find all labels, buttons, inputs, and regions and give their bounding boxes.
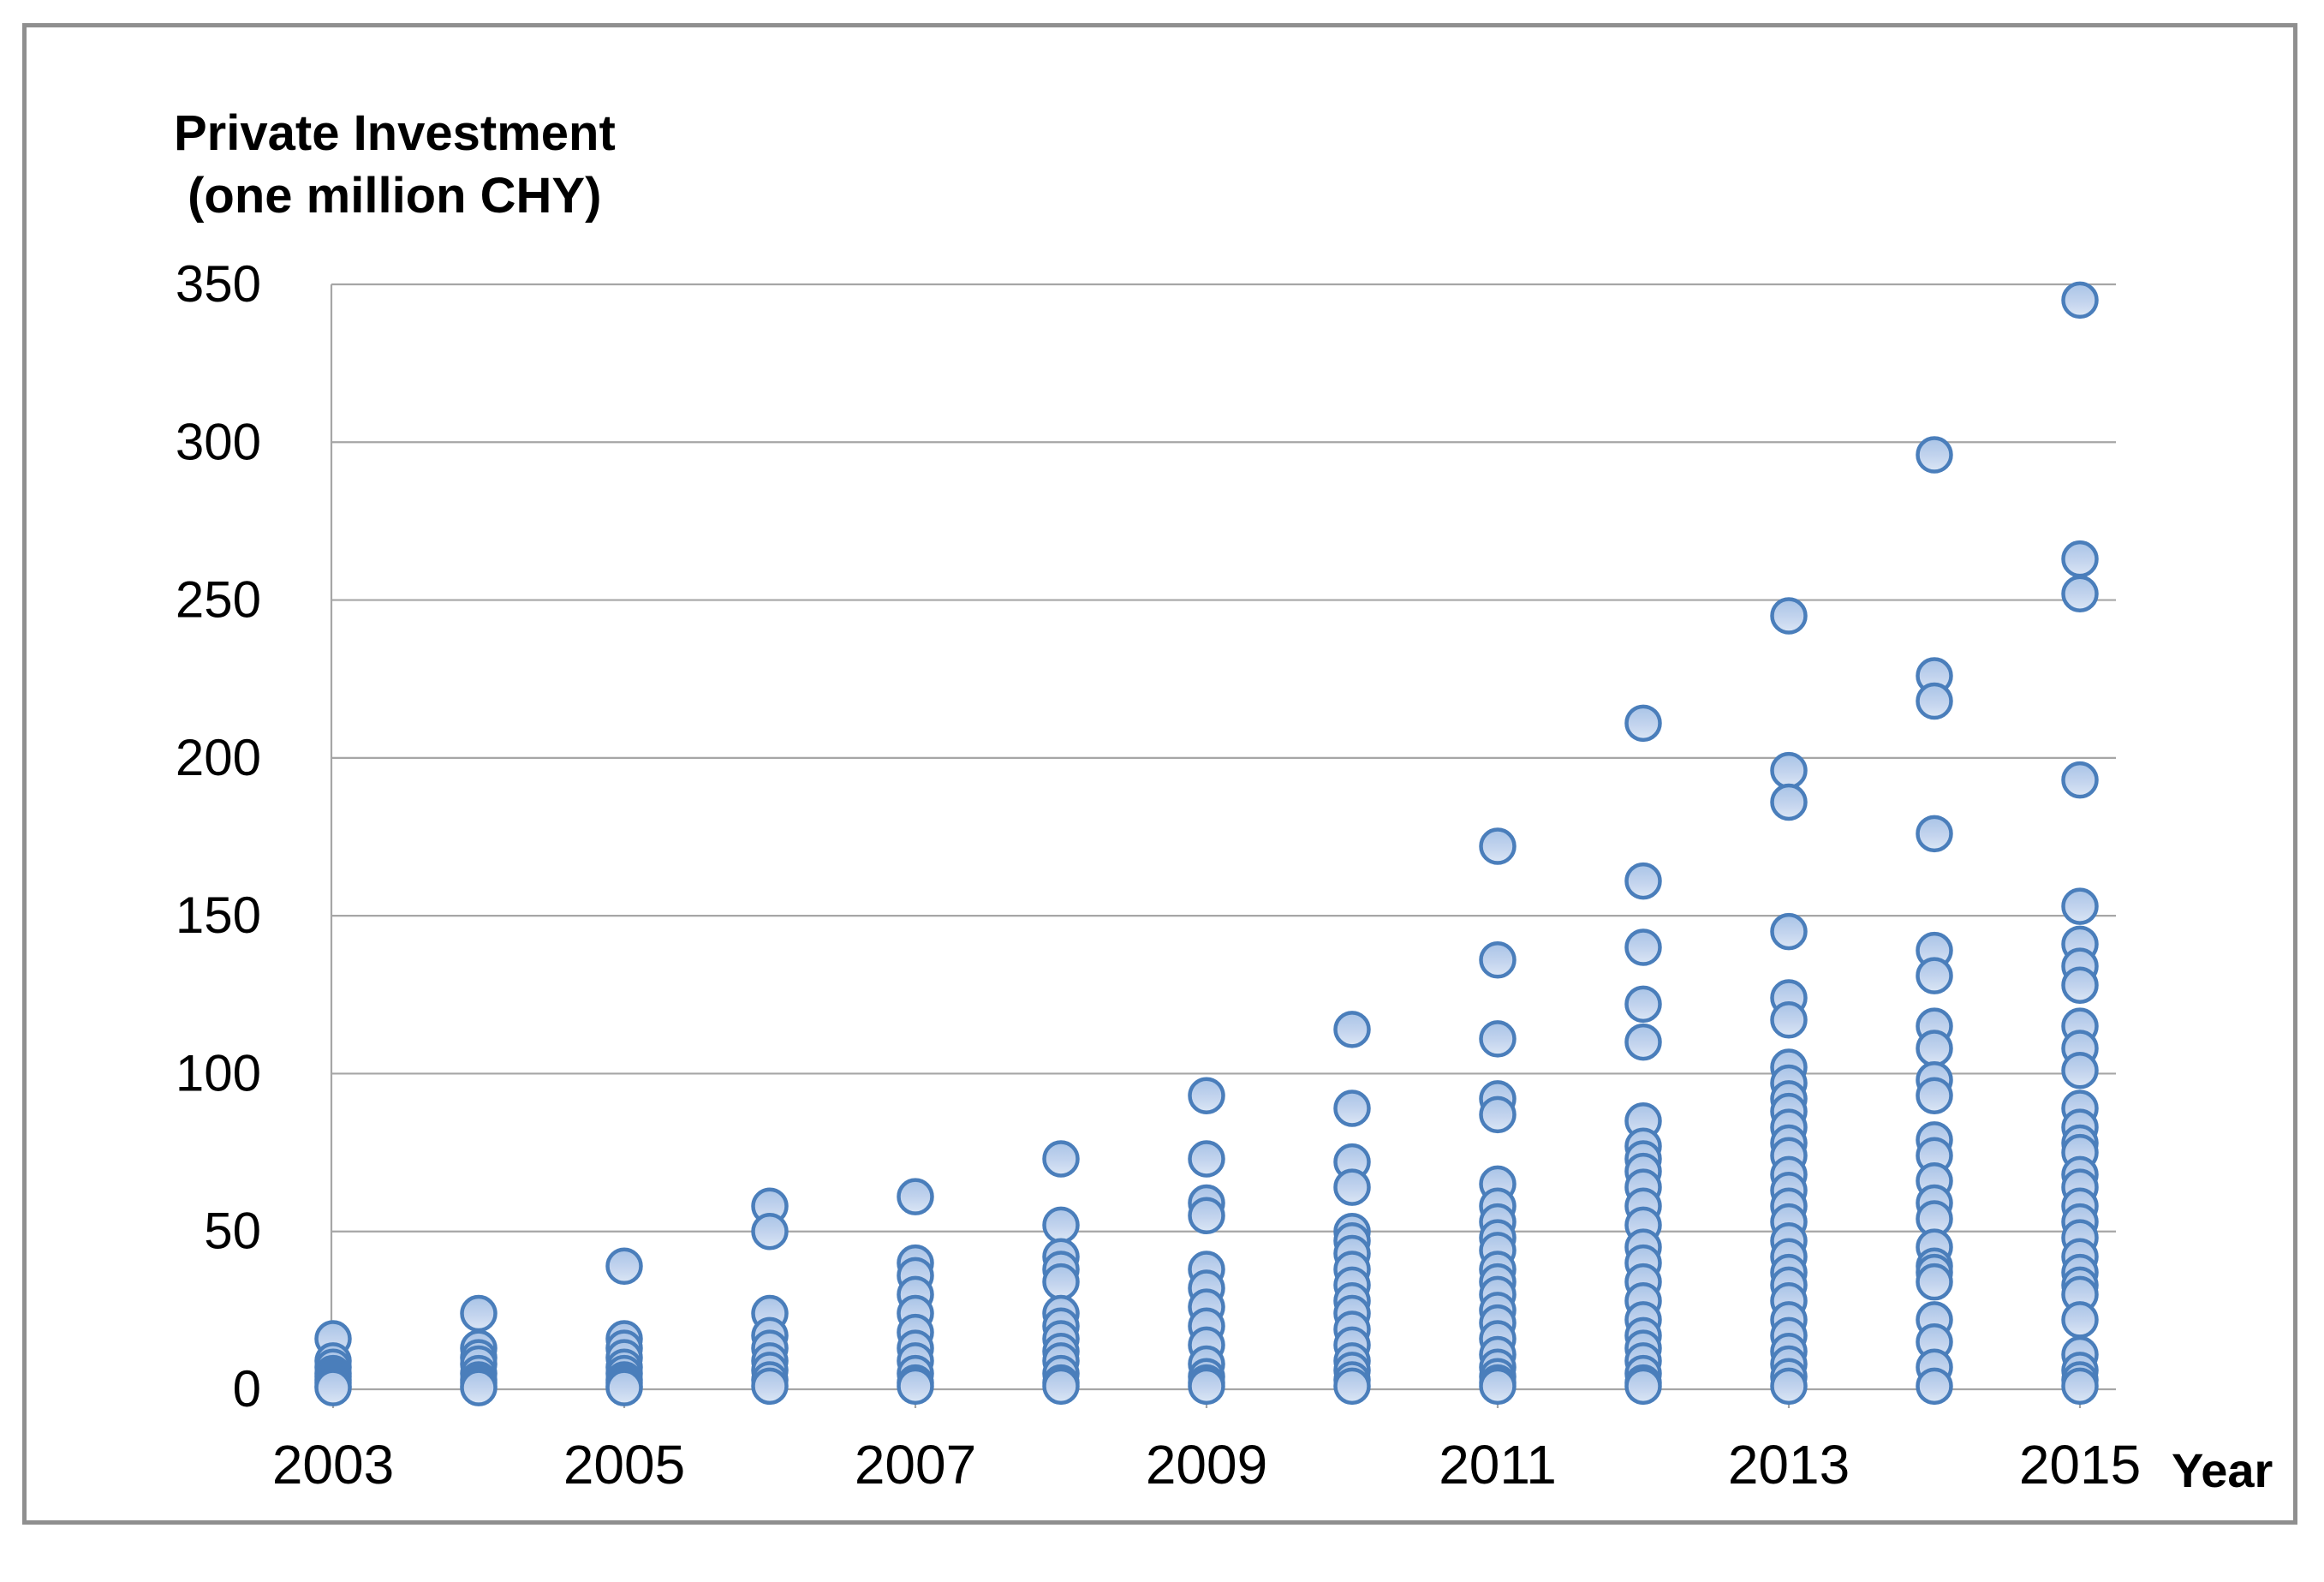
x-tick-label: 2007	[855, 1434, 976, 1495]
data-point	[460, 1294, 498, 1333]
data-point	[1188, 1077, 1225, 1114]
data-point	[605, 1369, 643, 1406]
x-axis-title: Year	[2172, 1443, 2273, 1497]
y-tick-label: 200	[176, 729, 261, 786]
y-tick-label: 0	[233, 1360, 261, 1418]
data-point	[751, 1367, 789, 1406]
data-point	[1042, 1367, 1080, 1406]
data-point	[2061, 1301, 2099, 1339]
data-point	[1042, 1263, 1080, 1301]
data-point	[605, 1247, 643, 1286]
data-point	[1479, 1020, 1517, 1058]
y-tick-label: 50	[204, 1203, 261, 1260]
y-axis-title-line1: Private Investment	[174, 105, 616, 161]
data-point	[1188, 1367, 1225, 1406]
x-tick-label: 2009	[1146, 1434, 1267, 1495]
data-point	[1770, 912, 1808, 951]
data-point	[1916, 1367, 1953, 1406]
x-tick-label: 2005	[563, 1434, 685, 1495]
data-point	[1479, 827, 1517, 865]
data-point	[2061, 1367, 2099, 1406]
data-point	[1624, 985, 1662, 1024]
y-axis-title: Private Investment (one million CHY)	[174, 103, 616, 227]
y-tick-label: 300	[176, 413, 261, 470]
data-point	[2061, 540, 2099, 578]
data-point	[1188, 1140, 1225, 1178]
data-point	[1916, 815, 1953, 853]
data-point	[1916, 957, 1953, 994]
data-point	[1770, 597, 1808, 635]
data-point	[1624, 704, 1662, 743]
data-point	[1333, 1168, 1371, 1206]
y-tick-label: 150	[176, 887, 261, 944]
data-point	[1916, 436, 1953, 474]
data-point	[314, 1369, 352, 1406]
data-point	[2061, 966, 2099, 1004]
data-point	[1479, 1095, 1517, 1134]
data-point	[1042, 1206, 1080, 1245]
data-point	[1770, 1001, 1808, 1039]
gridlines	[331, 283, 2116, 1391]
data-point	[751, 1212, 789, 1251]
y-tick-label: 350	[176, 255, 261, 313]
data-point	[1624, 1023, 1662, 1061]
y-tick-label: 100	[176, 1044, 261, 1101]
data-point	[897, 1367, 934, 1406]
data-point	[1916, 1263, 1953, 1301]
y-tick-label: 250	[176, 571, 261, 629]
data-point	[1479, 940, 1517, 979]
x-tick-label: 2003	[272, 1434, 394, 1495]
y-axis-title-line2: (one million CHY)	[174, 167, 602, 224]
chart-frame: Private Investment (one million CHY) 350…	[22, 23, 2297, 1525]
x-tick-label: 2013	[1728, 1434, 1850, 1495]
data-point	[2061, 281, 2099, 319]
data-point	[1916, 682, 1953, 720]
data-point	[1333, 1011, 1371, 1048]
data-point	[1770, 783, 1808, 821]
data-point	[460, 1369, 498, 1406]
data-point	[1333, 1367, 1371, 1406]
data-point	[2061, 1051, 2099, 1089]
data-point	[2061, 575, 2099, 612]
x-tick-label: 2015	[2019, 1434, 2141, 1495]
data-points	[314, 281, 2099, 1406]
data-point	[1624, 928, 1662, 966]
axes	[330, 284, 2082, 1408]
data-point	[1770, 1367, 1808, 1406]
x-tick-label: 2011	[1439, 1434, 1557, 1495]
data-point	[1042, 1140, 1080, 1178]
data-point	[1770, 751, 1808, 790]
data-point	[1333, 1089, 1371, 1127]
data-point	[2061, 887, 2099, 925]
data-point	[897, 1178, 934, 1215]
data-point	[1916, 1030, 1953, 1067]
data-point	[1916, 1077, 1953, 1114]
data-point	[1624, 1367, 1662, 1406]
data-point	[2061, 761, 2099, 799]
data-point	[1479, 1367, 1517, 1406]
data-point	[1188, 1197, 1225, 1235]
data-point	[1624, 862, 1662, 900]
